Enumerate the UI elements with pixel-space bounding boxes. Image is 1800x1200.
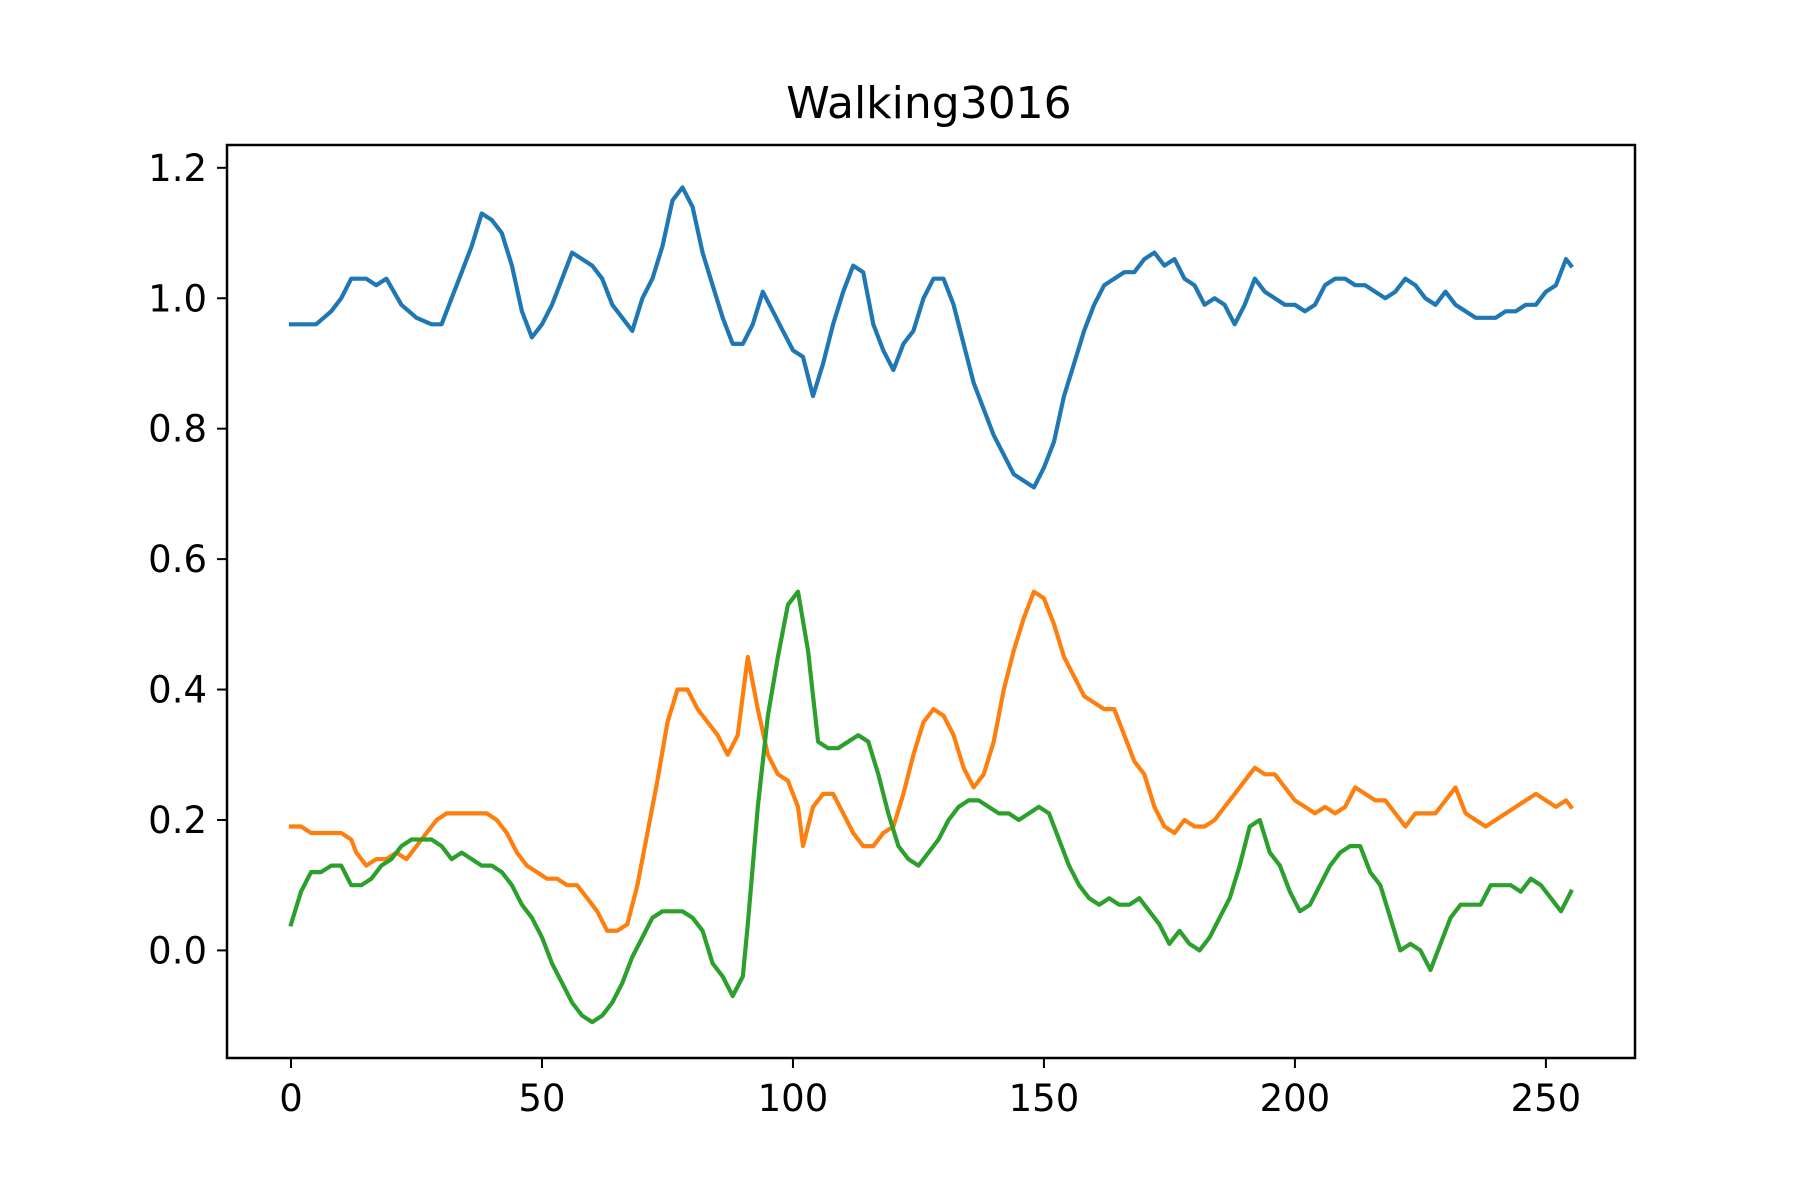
x-tick-label: 50 xyxy=(518,1077,565,1120)
x-tick-label: 100 xyxy=(758,1077,829,1120)
x-axis: 0 50 100 150 200 250 xyxy=(279,1058,1581,1120)
x-tick-label: 0 xyxy=(279,1077,303,1120)
plot-frame xyxy=(225,143,1637,1060)
y-tick-label: 0.2 xyxy=(148,799,207,842)
y-tick-label: 1.2 xyxy=(148,147,207,190)
x-tick-label: 200 xyxy=(1260,1077,1331,1120)
series-line-1 xyxy=(288,185,1574,490)
y-tick-label: 0.0 xyxy=(148,929,207,972)
y-axis: 0.0 0.2 0.4 0.6 0.8 1.0 1.2 xyxy=(148,147,227,972)
plot-area xyxy=(288,185,1574,1025)
y-tick-label: 0.6 xyxy=(148,538,207,581)
chart-title: Walking3016 xyxy=(786,78,1071,129)
series-line-2 xyxy=(288,589,1574,933)
x-tick-label: 150 xyxy=(1009,1077,1080,1120)
y-tick-label: 0.8 xyxy=(148,408,207,451)
y-tick-label: 0.4 xyxy=(148,669,207,712)
series-line-3 xyxy=(288,589,1574,1025)
x-tick-label: 250 xyxy=(1511,1077,1582,1120)
y-tick-label: 1.0 xyxy=(148,277,207,320)
